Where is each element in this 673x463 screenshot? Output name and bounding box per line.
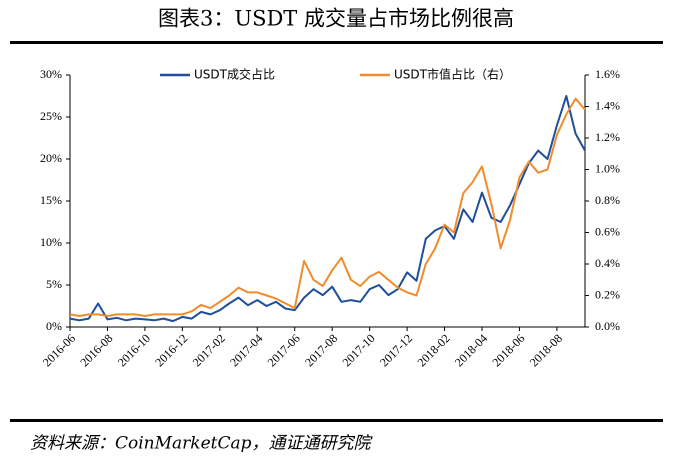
x-tick-label: 2017-02 bbox=[190, 331, 228, 369]
legend-label: USDT市值占比（右） bbox=[394, 67, 511, 82]
x-tick-label: 2016-12 bbox=[152, 331, 190, 369]
y2-tick-label: 0.0% bbox=[595, 319, 620, 333]
series-line bbox=[69, 95, 586, 323]
y2-tick-label: 1.4% bbox=[595, 98, 620, 112]
y2-tick-label: 1.6% bbox=[595, 67, 620, 81]
y-tick-label: 0% bbox=[46, 319, 62, 333]
source-note: 资料来源：CoinMarketCap，通证通研究院 bbox=[30, 434, 374, 454]
legend-label: USDT成交占比 bbox=[194, 67, 275, 82]
note-rule bbox=[10, 419, 663, 422]
x-tick-label: 2016-08 bbox=[77, 331, 115, 369]
chart-title: 图表3：USDT 成交量占市场比例很高 bbox=[158, 7, 514, 31]
x-tick-label: 2017-12 bbox=[377, 331, 415, 369]
series-line bbox=[69, 97, 586, 317]
y2-tick-label: 0.6% bbox=[595, 224, 620, 238]
y2-tick-label: 0.4% bbox=[595, 256, 620, 270]
x-tick-label: 2017-06 bbox=[265, 331, 303, 369]
x-tick-label: 2018-02 bbox=[414, 331, 452, 369]
x-tick-label: 2018-04 bbox=[452, 331, 490, 369]
x-tick-label: 2017-10 bbox=[340, 331, 378, 369]
x-tick-label: 2016-10 bbox=[115, 331, 153, 369]
y-tick-label: 30% bbox=[40, 67, 62, 81]
y-tick-label: 10% bbox=[40, 235, 62, 249]
y2-tick-label: 1.2% bbox=[595, 130, 620, 144]
x-tick-label: 2018-08 bbox=[527, 331, 565, 369]
y2-tick-label: 1.0% bbox=[595, 161, 620, 175]
y-tick-label: 5% bbox=[46, 277, 62, 291]
y-tick-label: 20% bbox=[40, 151, 62, 165]
y2-tick-label: 0.2% bbox=[595, 287, 620, 301]
y-tick-label: 15% bbox=[40, 193, 62, 207]
x-tick-label: 2017-04 bbox=[227, 331, 265, 369]
x-tick-label: 2016-06 bbox=[40, 331, 78, 369]
x-tick-label: 2018-06 bbox=[489, 331, 527, 369]
x-tick-label: 2017-08 bbox=[302, 331, 340, 369]
title-rule bbox=[10, 41, 663, 44]
y-tick-label: 25% bbox=[40, 109, 62, 123]
y2-tick-label: 0.8% bbox=[595, 193, 620, 207]
